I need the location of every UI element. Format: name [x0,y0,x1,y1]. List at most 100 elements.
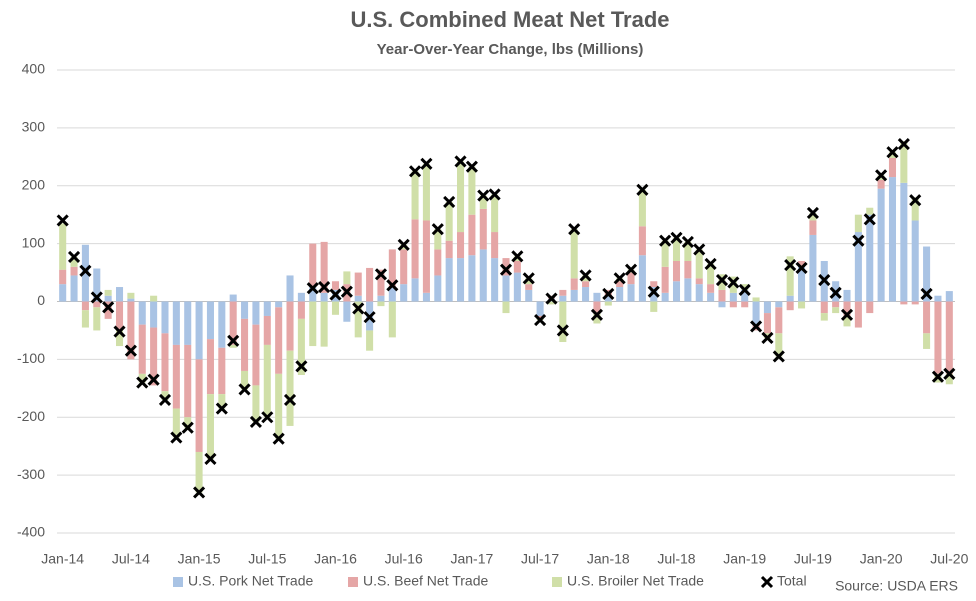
total-marker [863,213,876,226]
bar [457,161,465,233]
bar [195,301,203,360]
bar [809,234,817,302]
bar [559,301,567,343]
total-marker [363,311,376,324]
total-marker [56,214,69,227]
bar [468,166,476,215]
bar [741,284,749,290]
bar [718,289,726,302]
total-marker [283,393,297,406]
y-tick-label: 300 [22,119,46,135]
bar [627,284,635,302]
total-marker [193,486,206,499]
bar [661,240,669,267]
total-marker [329,288,342,301]
total-marker [215,402,228,415]
bar [638,189,646,227]
total-marker [590,308,603,321]
x-tick-label: Jan-20 [860,551,903,567]
bar [229,344,237,348]
bar [832,301,840,308]
bar [593,292,601,302]
bar [604,295,612,302]
bar [798,301,806,309]
bar [263,301,271,316]
bar [366,330,374,351]
total-marker [409,165,422,178]
bar [559,295,567,302]
bar [684,260,692,279]
bar [457,232,465,259]
bar [434,229,442,250]
bar [729,292,737,302]
total-marker [238,383,251,396]
bar [752,301,760,325]
total-marker [784,258,797,272]
bar [309,243,317,288]
total-marker [522,272,535,285]
total-marker [659,234,672,247]
total-marker [670,231,683,244]
bar [309,301,317,347]
x-tick-label: Jul-17 [521,551,559,567]
bar [843,315,851,327]
bar [491,232,499,259]
total-marker [829,286,842,299]
y-tick-label: -100 [17,350,45,366]
bar [331,301,340,315]
total-marker [397,238,410,251]
bar [320,241,328,293]
bar [741,289,749,302]
bar [547,301,555,305]
bar [888,152,897,158]
bar [854,301,862,328]
bar [502,275,510,302]
bar [275,307,283,374]
bar [93,301,101,308]
bar [184,344,192,418]
total-marker [909,194,922,207]
bar [809,212,817,221]
bar [888,157,897,178]
total-markers [56,138,956,499]
legend-label: Total [777,573,807,589]
bar [377,301,385,307]
bar [638,226,646,256]
bar [491,194,499,233]
bar [491,258,499,302]
total-marker [568,223,581,236]
bar [81,310,89,328]
bar [900,141,908,183]
bar [900,182,908,302]
total-marker [511,250,524,263]
bar [934,295,942,302]
total-marker [875,169,888,182]
bar [161,301,169,334]
bar [445,201,453,241]
bar [150,327,158,386]
bar [400,249,408,285]
bar [695,284,703,302]
total-marker [136,376,149,389]
bar [570,289,578,302]
bar [775,301,783,308]
total-marker [613,272,626,285]
total-marker [147,373,160,386]
bar [206,301,214,340]
bar [582,275,590,282]
bar [218,347,226,395]
bar [479,249,487,302]
bar [513,272,521,302]
bar [923,301,931,334]
total-marker [306,282,319,295]
bar [763,333,771,338]
bar [127,292,135,299]
total-marker [738,283,751,296]
bar [172,344,180,409]
bar [445,240,453,259]
bar [536,301,544,316]
bar [718,301,726,308]
bar [400,284,408,302]
bar [525,278,533,285]
y-tick-label: -400 [17,524,45,540]
